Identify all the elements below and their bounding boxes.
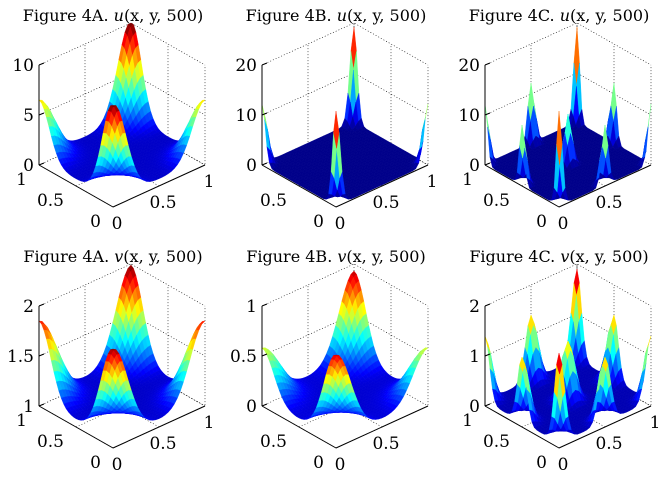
z-tick-label: 0 [23, 156, 34, 176]
z-tick-label: 10 [235, 106, 257, 126]
z-tick [261, 353, 268, 357]
surface [261, 26, 429, 200]
axis-x-edge [335, 164, 429, 208]
x-tick-label: 0.5 [372, 434, 399, 454]
z-tick [38, 62, 45, 66]
z-gridline [261, 22, 429, 66]
z-tick [38, 353, 45, 357]
axis-y-edge [261, 164, 337, 208]
y-tick-label: 0.5 [37, 432, 64, 452]
subplot-title: Figure 4A. u(x, y, 500) [23, 6, 204, 25]
z-tick [261, 112, 268, 116]
surface-cell [419, 119, 426, 151]
z-tick-label: 20 [458, 56, 480, 76]
x-tick-label: 1 [204, 413, 215, 433]
z-tick [261, 62, 268, 66]
surface [38, 22, 206, 182]
z-tick-label: 10 [12, 56, 34, 76]
z-tick-label: 20 [235, 56, 257, 76]
z-gridline [38, 22, 206, 66]
y-tick-label: 0 [536, 212, 547, 232]
surface-cell [109, 105, 117, 108]
x-tick-label: 0.5 [595, 193, 622, 213]
surface-cell [416, 146, 423, 164]
subplot-title: Figure 4C. v(x, y, 500) [469, 247, 648, 266]
z-gridline [484, 72, 652, 116]
axis-y-edge [38, 164, 114, 208]
x-tick-label: 0 [112, 214, 123, 234]
axis-x-edge [112, 164, 206, 208]
z-tick [261, 162, 268, 166]
y-tick-label: 1 [16, 411, 27, 431]
z-tick-label: 0.5 [230, 347, 257, 367]
z-tick [38, 303, 45, 307]
surface-cell [198, 320, 206, 325]
surface-cell [333, 354, 340, 357]
subplot-title: Figure 4A. v(x, y, 500) [23, 247, 202, 266]
z-tick-label: 2 [23, 297, 34, 317]
z-tick-label: 1.5 [7, 347, 34, 367]
x-tick-label: 1 [427, 172, 438, 192]
y-tick-label: 0.5 [260, 432, 287, 452]
x-tick-label: 0 [558, 214, 569, 234]
y-tick-label: 0 [90, 453, 101, 473]
z-tick [261, 403, 268, 407]
z-tick [484, 162, 491, 166]
surface-cell [642, 127, 649, 160]
surface [484, 268, 652, 435]
y-tick-label: 1 [462, 170, 473, 190]
surface-cell [484, 103, 491, 140]
subplot-title: Figure 4B. u(x, y, 500) [246, 6, 427, 25]
z-gridline [38, 72, 206, 116]
surface [484, 26, 652, 201]
z-tick-label: 5 [23, 106, 34, 126]
x-tick-label: 0.5 [149, 434, 176, 454]
x-tick-label: 0.5 [372, 193, 399, 213]
z-tick [38, 403, 45, 407]
z-tick [484, 62, 491, 66]
z-gridline [261, 72, 429, 116]
surface [261, 270, 429, 420]
y-tick-label: 0.5 [37, 191, 64, 211]
z-tick [484, 112, 491, 116]
y-tick-label: 0 [313, 453, 324, 473]
z-tick-label: 0 [246, 397, 257, 417]
surface-cell [487, 127, 494, 160]
x-tick-label: 0 [335, 214, 346, 234]
y-tick-label: 0 [313, 212, 324, 232]
y-tick-label: 0.5 [483, 191, 510, 211]
y-tick-label: 0 [90, 212, 101, 232]
z-tick [261, 303, 268, 307]
surface-cell [198, 99, 206, 104]
x-tick-label: 1 [204, 172, 215, 192]
y-tick-label: 0.5 [260, 191, 287, 211]
x-tick-label: 0 [112, 455, 123, 475]
surface-cell [261, 103, 268, 130]
x-tick-label: 0.5 [149, 193, 176, 213]
z-tick [38, 112, 45, 116]
surface-cell [38, 320, 45, 325]
z-gridline [484, 263, 652, 307]
z-gridline [484, 22, 652, 66]
subplot-title: Figure 4B. v(x, y, 500) [246, 247, 425, 266]
surface-cell [264, 119, 271, 151]
surface-cell [645, 103, 652, 140]
surface [38, 264, 206, 421]
surface-cell [333, 110, 340, 149]
subplot-title: Figure 4C. u(x, y, 500) [469, 6, 650, 25]
z-tick-label: 10 [458, 106, 480, 126]
z-tick [38, 162, 45, 166]
z-tick-label: 0 [246, 156, 257, 176]
x-tick-label: 0 [335, 455, 346, 475]
z-tick-label: 1 [246, 297, 257, 317]
y-tick-label: 1 [16, 170, 27, 190]
